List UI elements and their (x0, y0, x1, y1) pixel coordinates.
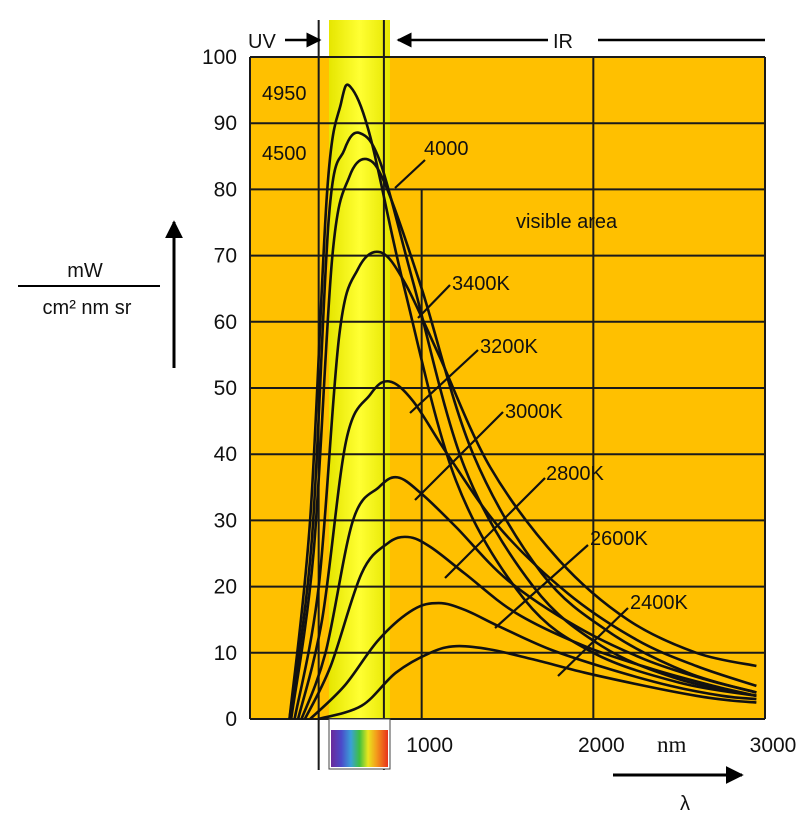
visible-band (329, 20, 390, 719)
label-leader-lines (394, 159, 629, 677)
y-tick-label: 70 (214, 245, 237, 268)
y-tick-label: 10 (214, 642, 237, 665)
series-label-2400K: 2400K (630, 592, 688, 614)
visible-area-label: visible area (516, 211, 618, 233)
series-label-3400K: 3400K (452, 273, 510, 295)
series-curve-2600K (309, 601, 757, 720)
x-tick-label: 3000 (750, 734, 797, 757)
series-curve-4950 (288, 83, 757, 720)
series-curve-3000K (300, 475, 757, 720)
y-tick-label: 50 (214, 377, 237, 400)
series-label-4950: 4950 (262, 83, 307, 105)
leader-line-4000 (394, 159, 426, 189)
series-curve-3200K (296, 379, 757, 720)
y-axis-label-numerator: mW (67, 260, 103, 282)
series-label-2800K: 2800K (546, 463, 604, 485)
spectrum-strip (331, 730, 388, 767)
leader-line-3000K (414, 411, 504, 501)
series-label-3200K: 3200K (480, 336, 538, 358)
series-curve-4000 (289, 157, 757, 720)
series-curves (288, 83, 757, 721)
y-tick-label: 60 (214, 311, 237, 334)
x-tick-label: 2000 (578, 734, 625, 757)
leader-line-3400K (417, 284, 451, 319)
y-tick-label: 40 (214, 443, 237, 466)
series-labels: 4950 4500 4000 3400K 3200K 3000K 2800K 2600K 240… (262, 83, 688, 614)
x-tick-label: 1000 (406, 734, 453, 757)
x-axis-unit: nm (657, 732, 687, 757)
y-tick-label: 20 (214, 576, 237, 599)
y-axis-label-denominator: cm² nm sr (43, 297, 132, 319)
y-tick-label: 100 (202, 46, 237, 69)
leader-line-2800K (444, 477, 546, 579)
y-tick-label: 0 (225, 708, 237, 731)
series-curve-2400K (318, 644, 757, 721)
y-tick-label: 30 (214, 509, 237, 532)
y-tick-label: 80 (214, 178, 237, 201)
uv-label: UV (248, 31, 276, 53)
x-axis-label: λ (680, 793, 690, 815)
series-label-3000K: 3000K (505, 401, 563, 423)
series-curve-3400K (293, 250, 757, 720)
series-label-2600K: 2600K (590, 528, 648, 550)
ir-label: IR (553, 31, 573, 53)
x-tick-labels: 1000 2000 3000 (406, 734, 796, 757)
y-tick-label: 90 (214, 112, 237, 135)
series-label-4000: 4000 (424, 138, 469, 160)
leader-line-2400K (557, 607, 629, 677)
leader-line-2600K (494, 544, 589, 629)
series-label-4500: 4500 (262, 143, 307, 165)
leader-line-3200K (409, 349, 479, 414)
series-curve-2800K (303, 535, 757, 720)
y-tick-labels: 0 10 20 30 40 50 60 70 80 90 100 (202, 46, 237, 731)
